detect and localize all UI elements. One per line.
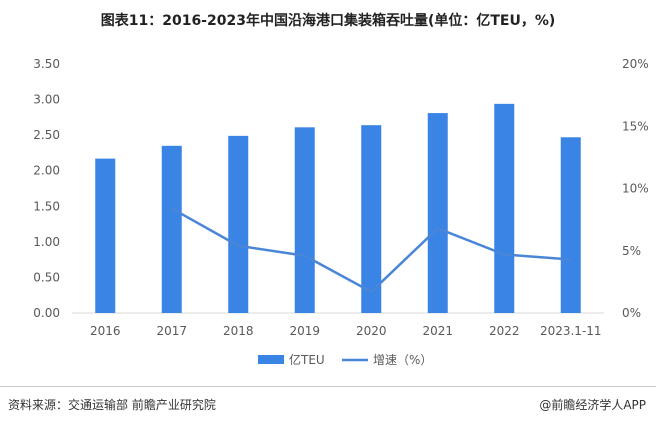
x-tick-label: 2016 <box>90 324 121 338</box>
x-tick-label: 2021 <box>422 324 453 338</box>
bar <box>361 125 382 313</box>
bar <box>427 113 448 314</box>
bar <box>161 145 182 313</box>
y-left-tick-label: 0.00 <box>33 306 60 320</box>
bar <box>95 158 116 313</box>
legend-label-line: 增速（%） <box>373 353 432 367</box>
brand-label: @前瞻经济学人APP <box>539 398 646 412</box>
bar <box>494 103 515 313</box>
y-right-tick-label: 15% <box>622 119 649 133</box>
x-tick-label: 2018 <box>223 324 254 338</box>
bar <box>294 127 315 314</box>
source-note: 资料来源：交通运输部 前瞻产业研究院 <box>8 398 216 412</box>
chart-title: 图表11：2016-2023年中国沿海港口集装箱吞吐量(单位：亿TEU，%) <box>100 13 556 29</box>
y-right-tick-label: 20% <box>622 57 649 71</box>
y-left-tick-label: 2.50 <box>33 128 60 142</box>
legend-label-bar: 亿TEU <box>289 352 325 367</box>
y-left-tick-label: 1.00 <box>33 235 60 249</box>
x-tick-label: 2017 <box>156 324 187 338</box>
divider <box>0 386 656 387</box>
bar <box>560 137 581 313</box>
chart: 0.00 0.50 1.00 1.50 2.00 2.50 3.00 3.50 0% 5% 10% 1… <box>33 57 649 367</box>
y-left-tick-label: 2.00 <box>33 164 60 178</box>
y-right-tick-label: 0% <box>622 306 641 320</box>
y-left-tick-label: 3.00 <box>33 93 60 107</box>
x-tick-label: 2020 <box>356 324 387 338</box>
y-left-tick-label: 0.50 <box>33 270 60 284</box>
legend-bar-swatch <box>258 355 284 364</box>
bar <box>228 135 249 313</box>
x-tick-label: 2019 <box>289 324 320 338</box>
y-left-tick-label: 1.50 <box>33 199 60 213</box>
y-left-tick-label: 3.50 <box>33 57 60 71</box>
y-right-tick-label: 10% <box>622 182 649 196</box>
x-tick-label: 2023.1-11 <box>540 324 602 338</box>
y-right-tick-label: 5% <box>622 244 641 258</box>
x-tick-label: 2022 <box>489 324 520 338</box>
